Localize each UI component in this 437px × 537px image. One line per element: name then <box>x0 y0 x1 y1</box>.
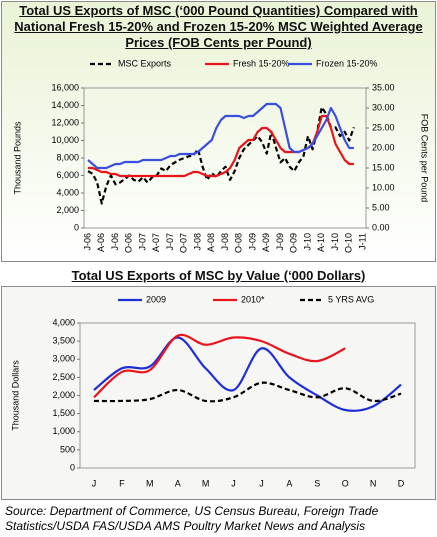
chart-title: Total US Exports of MSC (‘000 Pound Quan… <box>14 3 423 50</box>
y-tick-label: 2,000 <box>52 390 75 400</box>
x-tick-label: A <box>175 478 181 488</box>
y-tick-label: 0 <box>70 462 75 472</box>
y-tick-label: 4,000 <box>56 187 79 197</box>
x-tick-label: J-07 <box>165 233 175 251</box>
x-tick-label: O-09 <box>289 233 299 253</box>
y-tick-label: 14,000 <box>51 100 79 110</box>
x-tick-label: O-07 <box>179 233 189 253</box>
x-tick-label: J-06 <box>82 233 92 251</box>
y-tick-label: 3,500 <box>52 336 75 346</box>
x-tick-label: S <box>314 478 320 488</box>
legend-label: 2010* <box>241 294 265 304</box>
chart-title: Total US Exports of MSC by Value (‘000 D… <box>71 268 366 283</box>
y-tick-label: 0 <box>74 222 79 232</box>
y2-axis-label: FOB Cents per Pound <box>420 114 430 203</box>
y2-tick-label: 5.00 <box>372 202 390 212</box>
y-tick-label: 3,000 <box>52 354 75 364</box>
x-tick-label: A-10 <box>316 233 326 252</box>
x-tick-label: J-09 <box>275 233 285 251</box>
y-tick-label: 6,000 <box>56 170 79 180</box>
y-axis-label: Thousand Pounds <box>12 121 22 195</box>
x-tick-label: D <box>398 478 405 488</box>
series-line <box>93 336 402 412</box>
x-tick-label: A-09 <box>261 233 271 252</box>
legend-label: 5 YRS AVG <box>328 294 374 304</box>
y2-tick-label: 25.00 <box>372 122 395 132</box>
x-tick-label: A <box>286 478 292 488</box>
chart-frame <box>1 286 436 500</box>
x-tick-label: A-07 <box>151 233 161 252</box>
source-note: Source: Department of Commerce, US Censu… <box>5 504 379 533</box>
series-line <box>87 106 355 205</box>
x-tick-label: F <box>119 478 125 488</box>
y-tick-label: 16,000 <box>51 82 79 92</box>
x-tick-label: J-09 <box>247 233 257 251</box>
series-line <box>87 102 354 170</box>
x-tick-label: N <box>370 478 377 488</box>
chart-frame <box>1 1 436 262</box>
series-line <box>93 381 402 403</box>
y-tick-label: 1,500 <box>52 408 75 418</box>
x-tick-label: J-07 <box>137 233 147 251</box>
x-tick-label: O-06 <box>124 233 134 253</box>
y-tick-label: 2,000 <box>56 205 79 215</box>
x-tick-label: J-11 <box>357 233 367 250</box>
legend-label: MSC Exports <box>118 58 172 68</box>
chart-quantities: 0 2,000 4,000 6,000 8,000 10,000 12,000 14,000 1… <box>1 1 436 262</box>
y2-tick-label: 15.00 <box>372 162 395 172</box>
series-line <box>93 333 346 399</box>
y-tick-label: 8,000 <box>56 152 79 162</box>
x-tick-label: J <box>92 478 97 488</box>
y-tick-label: 12,000 <box>51 117 79 127</box>
x-tick-label: A-06 <box>96 233 106 252</box>
y2-tick-label: 20.00 <box>372 142 395 152</box>
x-tick-label: J-08 <box>192 233 202 251</box>
x-tick-label: A-08 <box>206 233 216 252</box>
y2-tick-label: 0.00 <box>372 222 390 232</box>
x-tick-label: J-10 <box>330 233 340 251</box>
y-tick-label: 500 <box>60 444 75 454</box>
y2-tick-label: 35.00 <box>372 82 395 92</box>
x-tick-label: M <box>146 478 154 488</box>
x-tick-label: O <box>342 478 349 488</box>
x-tick-label: J <box>231 478 236 488</box>
y2-tick-label: 30.00 <box>372 102 395 112</box>
plot-area <box>79 322 416 469</box>
y-tick-label: 4,000 <box>52 317 75 327</box>
y-tick-label: 10,000 <box>51 135 79 145</box>
y-tick-label: 1,000 <box>52 426 75 436</box>
y-axis-label: Thousand Dollars <box>10 360 20 431</box>
legend-label: 2009 <box>146 294 166 304</box>
x-tick-label: O-10 <box>344 233 354 253</box>
x-tick-label: O-08 <box>234 233 244 253</box>
x-tick-label: J-06 <box>110 233 120 251</box>
legend-label: Frozen 15-20% <box>316 58 378 68</box>
y2-tick-label: 10.00 <box>372 182 395 192</box>
legend-label: Fresh 15-20% <box>233 58 290 68</box>
x-tick-label: J-08 <box>220 233 230 251</box>
x-tick-label: J <box>259 478 264 488</box>
x-tick-label: M <box>202 478 210 488</box>
x-tick-label: J-10 <box>302 233 312 251</box>
y-tick-label: 2,500 <box>52 372 75 382</box>
